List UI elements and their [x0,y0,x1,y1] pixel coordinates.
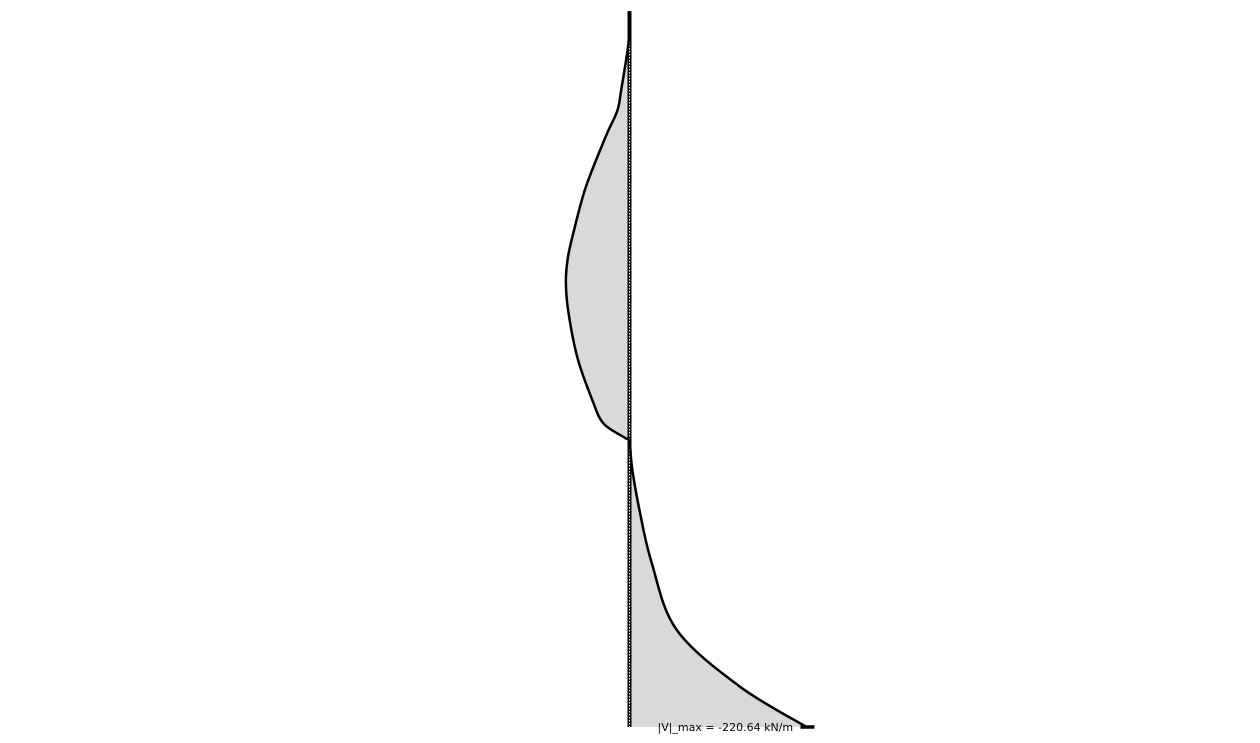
max-value-label: |V|_max = -220.64 kN/m [658,721,794,734]
shear-curve-line [564,10,808,729]
shear-area-fill [565,11,807,727]
